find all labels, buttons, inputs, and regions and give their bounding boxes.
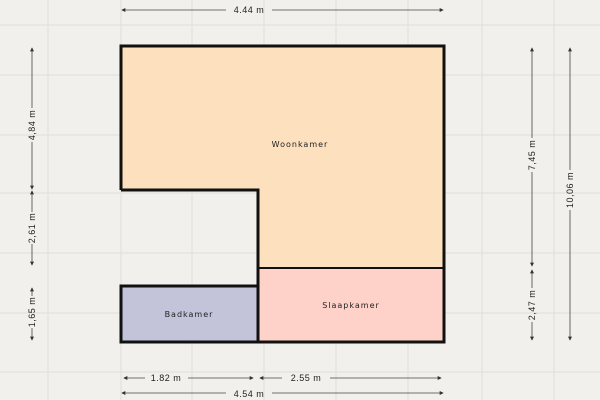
- room-label-slaapkamer: Slaapkamer: [322, 301, 380, 310]
- svg-text:2.55 m: 2.55 m: [291, 373, 322, 383]
- svg-text:7,45 m: 7,45 m: [527, 140, 537, 171]
- svg-text:2,47 m: 2,47 m: [527, 290, 537, 321]
- dimension-right-lower: 2,47 m: [527, 269, 537, 341]
- svg-text:4.54 m: 4.54 m: [234, 389, 265, 399]
- dimension-top-width: 4.44 m: [121, 5, 444, 15]
- room-label-badkamer: Badkamer: [165, 310, 214, 319]
- room-label-woonkamer: Woonkamer: [272, 140, 329, 149]
- svg-text:1.82 m: 1.82 m: [151, 373, 182, 383]
- dimension-left-upper: 4,84 m: [27, 47, 37, 190]
- svg-text:10,06 m: 10,06 m: [565, 172, 575, 208]
- room-slaapkamer[interactable]: [258, 268, 444, 342]
- room-badkamer[interactable]: [121, 286, 258, 342]
- dimension-left-middle: 2,61 m: [27, 190, 37, 266]
- svg-text:4.44 m: 4.44 m: [234, 5, 265, 15]
- dimension-right-upper: 7,45 m: [527, 47, 537, 267]
- dimension-bottom-left: 1.82 m: [123, 373, 254, 383]
- dimension-right-total: 10,06 m: [565, 47, 575, 341]
- svg-text:2,61 m: 2,61 m: [27, 213, 37, 244]
- walls: [119, 44, 446, 344]
- dimension-bottom-total: 4.54 m: [121, 389, 444, 399]
- room-woonkamer[interactable]: [121, 46, 444, 268]
- svg-text:4,84 m: 4,84 m: [27, 110, 37, 141]
- svg-text:1,65 m: 1,65 m: [27, 297, 37, 328]
- dimension-left-lower: 1,65 m: [27, 287, 37, 341]
- dimension-bottom-right: 2.55 m: [259, 373, 442, 383]
